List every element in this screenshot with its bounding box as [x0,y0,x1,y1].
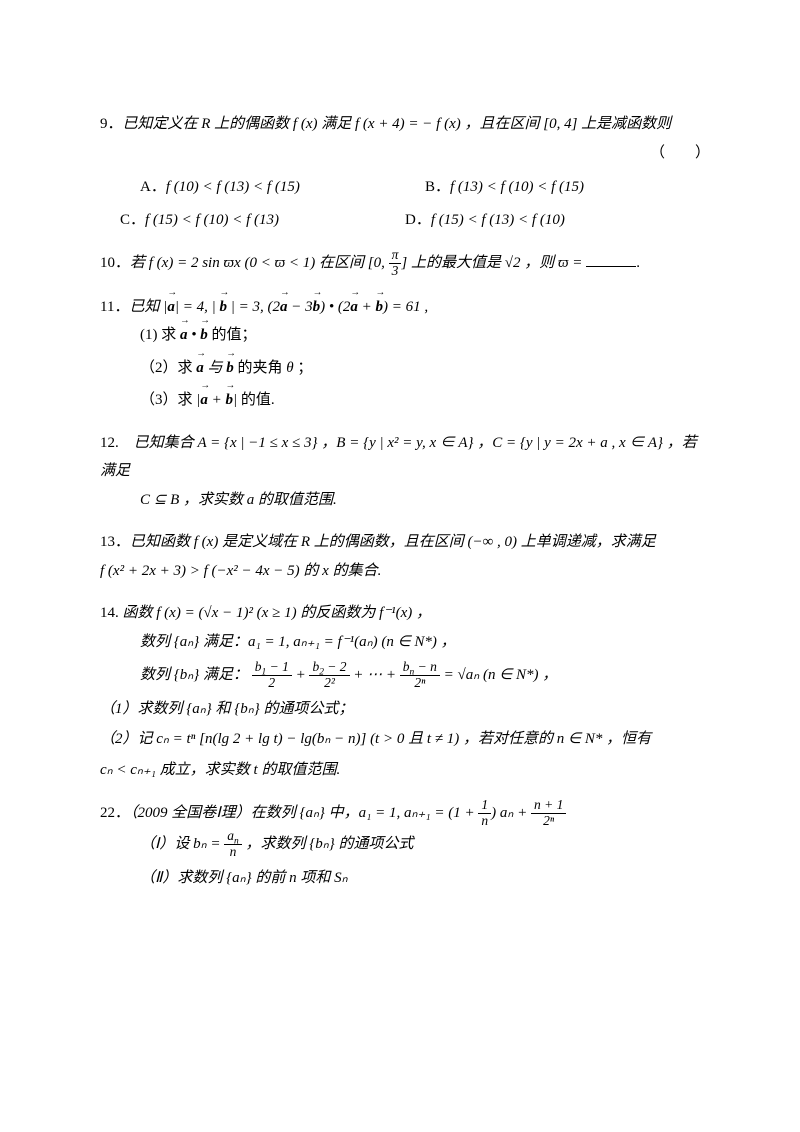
q10-stem-b: ] 上的最大值是 √2 ，则 ϖ = [401,255,586,271]
q11-p3: （3）求 |a + b| 的值. [140,386,710,415]
q14-p1: （1）求数列 {aₙ} 和 {bₙ} 的通项公式； [100,695,710,724]
problem-11: 11．已知 |a| = 4, | b | = 3, (2a − 3b) • (2… [100,293,710,415]
problem-10: 10．若 f (x) = 2 sin ϖx (0 < ϖ < 1) 在区间 [0… [100,248,710,279]
q12-line2: C ⊆ B ，求实数 a 的取值范围. [140,486,710,515]
q22-stem-a: （2009 全国卷Ⅰ理）在数列 {aₙ} 中，a₁ = 1, aₙ₊₁ = (1… [130,805,478,821]
q11-stem: 已知 |a| = 4, | b | = 3, (2a − 3b) • (2a +… [129,299,428,315]
pi-over-3: π3 [389,248,402,279]
q13-number: 13． [100,534,130,550]
q10-blank [586,251,636,267]
q9-opt-b: B．f (13) < f (10) < f (15) [425,173,710,202]
q22-p1: （Ⅰ）设 bₙ = ann ，求数列 {bₙ} 的通项公式 [140,829,710,860]
q14-line1: 函数 f (x) = (√x − 1)² (x ≥ 1) 的反函数为 f⁻¹(x… [123,605,432,621]
q9-opt-a: A．f (10) < f (13) < f (15) [140,173,425,202]
q12-line1: 已知集合 A = {x | −1 ≤ x ≤ 3} ，B = {y | x² =… [100,435,697,480]
problem-13: 13．已知函数 f (x) 是定义域在 R 上的偶函数，且在区间 (−∞ , 0… [100,528,710,585]
q14-number: 14. [100,605,123,621]
q14-line2b: 数列 {bₙ} 满足： b1 − 12 + b2 − 22² + ⋯ + bn … [140,660,710,691]
q14-p2b: cₙ < cₙ₊₁ 成立，求实数 t 的取值范围. [100,756,710,785]
q9-opt-c: C．f (15) < f (10) < f (13) D．f (15) < f … [140,206,710,235]
q22-number: 22． [100,805,130,821]
q14-p2a: （2）记 cₙ = tⁿ [n(lg 2 + lg t) − lg(bₙ − n… [100,725,710,754]
q10-number: 10． [100,255,130,271]
q11-number: 11． [100,299,129,315]
q10-stem-a: 若 f (x) = 2 sin ϖx (0 < ϖ < 1) 在区间 [0, [130,255,389,271]
q13-line2: f (x² + 2x + 3) > f (−x² − 4x − 5) 的 x 的… [100,557,710,586]
problem-9: 9．已知定义在 R 上的偶函数 f (x) 满足 f (x + 4) = − f… [100,110,710,234]
problem-22: 22．（2009 全国卷Ⅰ理）在数列 {aₙ} 中，a₁ = 1, aₙ₊₁ =… [100,798,710,892]
q9-blank-paren: （ ） [100,139,710,168]
problem-12: 12. 已知集合 A = {x | −1 ≤ x ≤ 3} ，B = {y | … [100,429,710,515]
one-over-n: 1n [478,798,491,829]
np1-over-2n: n + 12ⁿ [531,798,566,829]
q22-p2: （Ⅱ）求数列 {aₙ} 的前 n 项和 Sₙ [140,864,710,893]
q14-line2a: 数列 {aₙ} 满足：a₁ = 1, aₙ₊₁ = f⁻¹(aₙ) (n ∈ N… [140,628,710,657]
q9-stem: 已知定义在 R 上的偶函数 f (x) 满足 f (x + 4) = − f (… [123,116,672,132]
problem-14: 14. 函数 f (x) = (√x − 1)² (x ≥ 1) 的反函数为 f… [100,599,710,784]
q12-number: 12. [100,435,134,451]
q9-number: 9． [100,116,123,132]
q9-options: A．f (10) < f (13) < f (15) B．f (13) < f … [140,173,710,206]
q13-line1: 已知函数 f (x) 是定义域在 R 上的偶函数，且在区间 (−∞ , 0) 上… [130,534,656,550]
q9-opt-d: D．f (15) < f (13) < f (10) [405,206,690,235]
